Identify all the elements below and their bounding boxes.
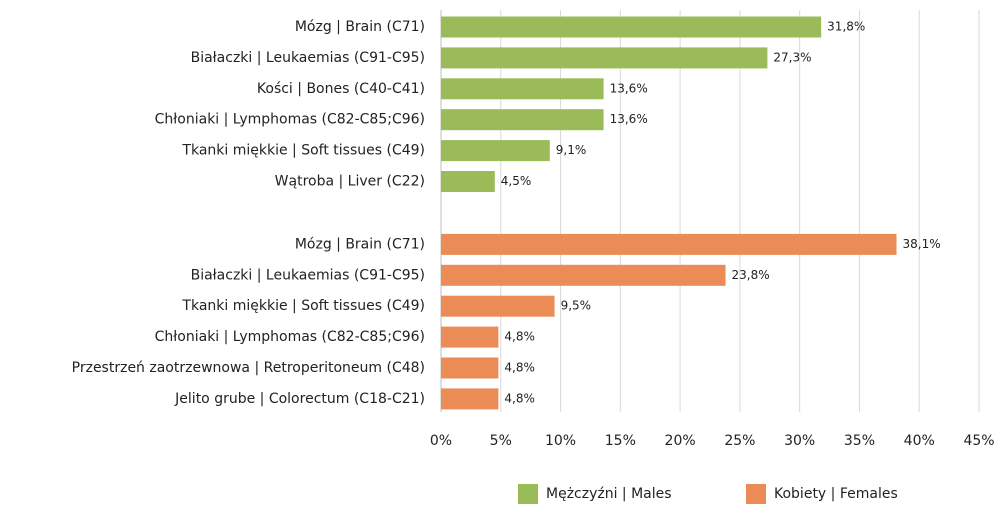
y-tick-label: Mózg | Brain (C71) (295, 236, 425, 252)
bar (441, 357, 499, 379)
value-label: 13,6% (610, 81, 648, 95)
bar (441, 78, 604, 100)
x-tick-label: 45% (963, 433, 994, 449)
value-label: 4,8% (504, 361, 535, 375)
x-tick-label: 35% (844, 433, 875, 449)
value-label: 4,8% (504, 330, 535, 344)
x-tick-label: 40% (904, 433, 935, 449)
value-label: 38,1% (903, 237, 941, 251)
x-tick-label: 25% (724, 433, 755, 449)
bar (441, 388, 499, 410)
legend-label: Mężczyźni | Males (546, 486, 672, 502)
bar (441, 264, 726, 286)
legend-label: Kobiety | Females (774, 486, 898, 502)
y-tick-label: Białaczki | Leukaemias (C91-C95) (191, 267, 425, 283)
value-label: 9,1% (556, 143, 587, 157)
y-tick-label: Mózg | Brain (C71) (295, 19, 425, 35)
y-tick-label: Tkanki miękkie | Soft tissues (C49) (181, 143, 425, 159)
y-tick-label: Białaczki | Leukaemias (C91-C95) (191, 50, 425, 66)
y-tick-label: Kości | Bones (C40-C41) (257, 81, 425, 97)
bar (441, 16, 822, 38)
x-tick-label: 15% (605, 433, 636, 449)
bar (441, 109, 604, 131)
value-label: 4,8% (504, 391, 535, 405)
value-label: 23,8% (732, 268, 770, 282)
y-tick-label: Wątroba | Liver (C22) (275, 174, 425, 190)
y-tick-label: Tkanki miękkie | Soft tissues (C49) (181, 298, 425, 314)
value-label: 9,5% (561, 299, 592, 313)
value-label: 13,6% (610, 112, 648, 126)
bar (441, 326, 499, 348)
bar (441, 140, 550, 162)
value-label: 27,3% (773, 50, 811, 64)
value-label: 31,8% (827, 20, 865, 34)
x-tick-label: 30% (784, 433, 815, 449)
bar (441, 233, 897, 255)
x-tick-label: 5% (490, 433, 512, 449)
y-tick-label: Chłoniaki | Lymphomas (C82-C85;C96) (155, 112, 425, 128)
value-label: 4,5% (501, 174, 532, 188)
bar (441, 47, 768, 69)
legend-swatch (746, 484, 766, 504)
bar (441, 171, 495, 192)
x-tick-label: 20% (665, 433, 696, 449)
y-tick-label: Przestrzeń zaotrzewnowa | Retroperitoneu… (72, 360, 425, 376)
bar (441, 295, 555, 317)
legend-swatch (518, 484, 538, 504)
x-tick-label: 10% (545, 433, 576, 449)
x-tick-label: 0% (430, 433, 452, 449)
y-tick-label: Chłoniaki | Lymphomas (C82-C85;C96) (155, 329, 425, 345)
y-tick-label: Jelito grube | Colorectum (C18-C21) (174, 391, 425, 407)
